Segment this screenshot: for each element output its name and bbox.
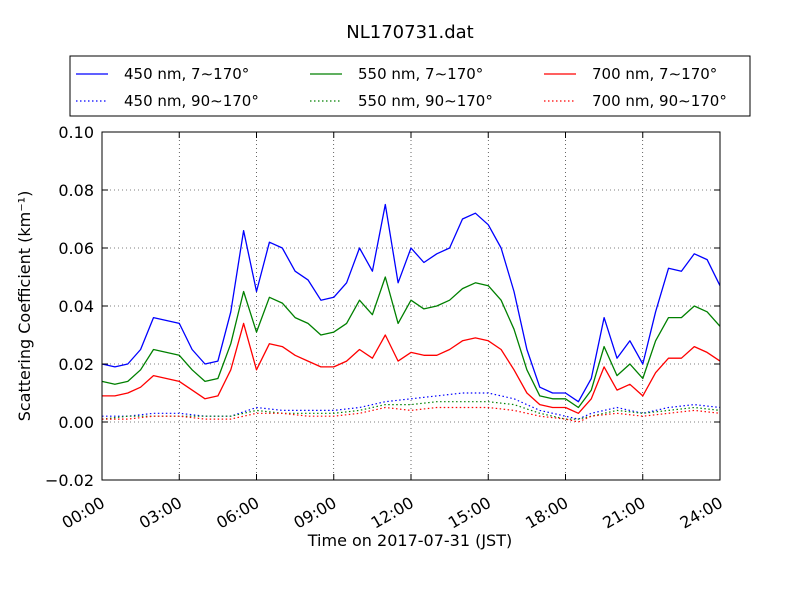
series-2 <box>101 276 721 409</box>
legend-item: 550 nm, 90∼170° <box>310 92 493 110</box>
legend-box <box>69 55 751 117</box>
y-tick-labels: −0.02 0.00 0.02 0.04 0.06 0.08 0.10 <box>45 123 94 490</box>
legend-item: 450 nm, 7∼170° <box>76 65 249 83</box>
y-tick-label: 0.06 <box>58 239 94 258</box>
legend-label: 450 nm, 7∼170° <box>124 65 249 83</box>
y-tick-label: 0.10 <box>58 123 94 142</box>
legend-label: 550 nm, 90∼170° <box>358 92 493 110</box>
series-layer <box>101 203 721 423</box>
legend-label: 450 nm, 90∼170° <box>124 92 259 110</box>
series-5 <box>101 406 721 423</box>
legend-label: 700 nm, 7∼170° <box>592 65 717 83</box>
ticks <box>101 131 721 481</box>
y-tick-label: 0.02 <box>58 355 94 374</box>
legend-item: 700 nm, 7∼170° <box>544 65 717 83</box>
legend-label: 700 nm, 90∼170° <box>592 92 727 110</box>
series-0 <box>101 203 721 403</box>
legend-item: 550 nm, 7∼170° <box>310 65 483 83</box>
legend-item: 700 nm, 90∼170° <box>544 92 727 110</box>
series-4 <box>101 322 721 414</box>
series-line <box>102 406 721 423</box>
y-tick-label: −0.02 <box>45 471 94 490</box>
legend-item: 450 nm, 90∼170° <box>76 92 259 110</box>
x-axis-label: Time on 2017-07-31 (JST) <box>307 531 512 550</box>
y-tick-label: 0.00 <box>58 413 94 432</box>
y-axis-label: Scattering Coefficient (km⁻¹) <box>15 191 34 422</box>
y-tick-label: 0.04 <box>58 297 94 316</box>
y-tick-label: 0.08 <box>58 181 94 200</box>
chart-title: NL170731.dat <box>346 22 473 43</box>
plot-area <box>101 131 721 481</box>
legend: 450 nm, 7∼170° 550 nm, 7∼170° 700 nm, 7∼17… <box>69 55 751 117</box>
legend-label: 550 nm, 7∼170° <box>358 65 483 83</box>
series-line <box>102 392 721 420</box>
